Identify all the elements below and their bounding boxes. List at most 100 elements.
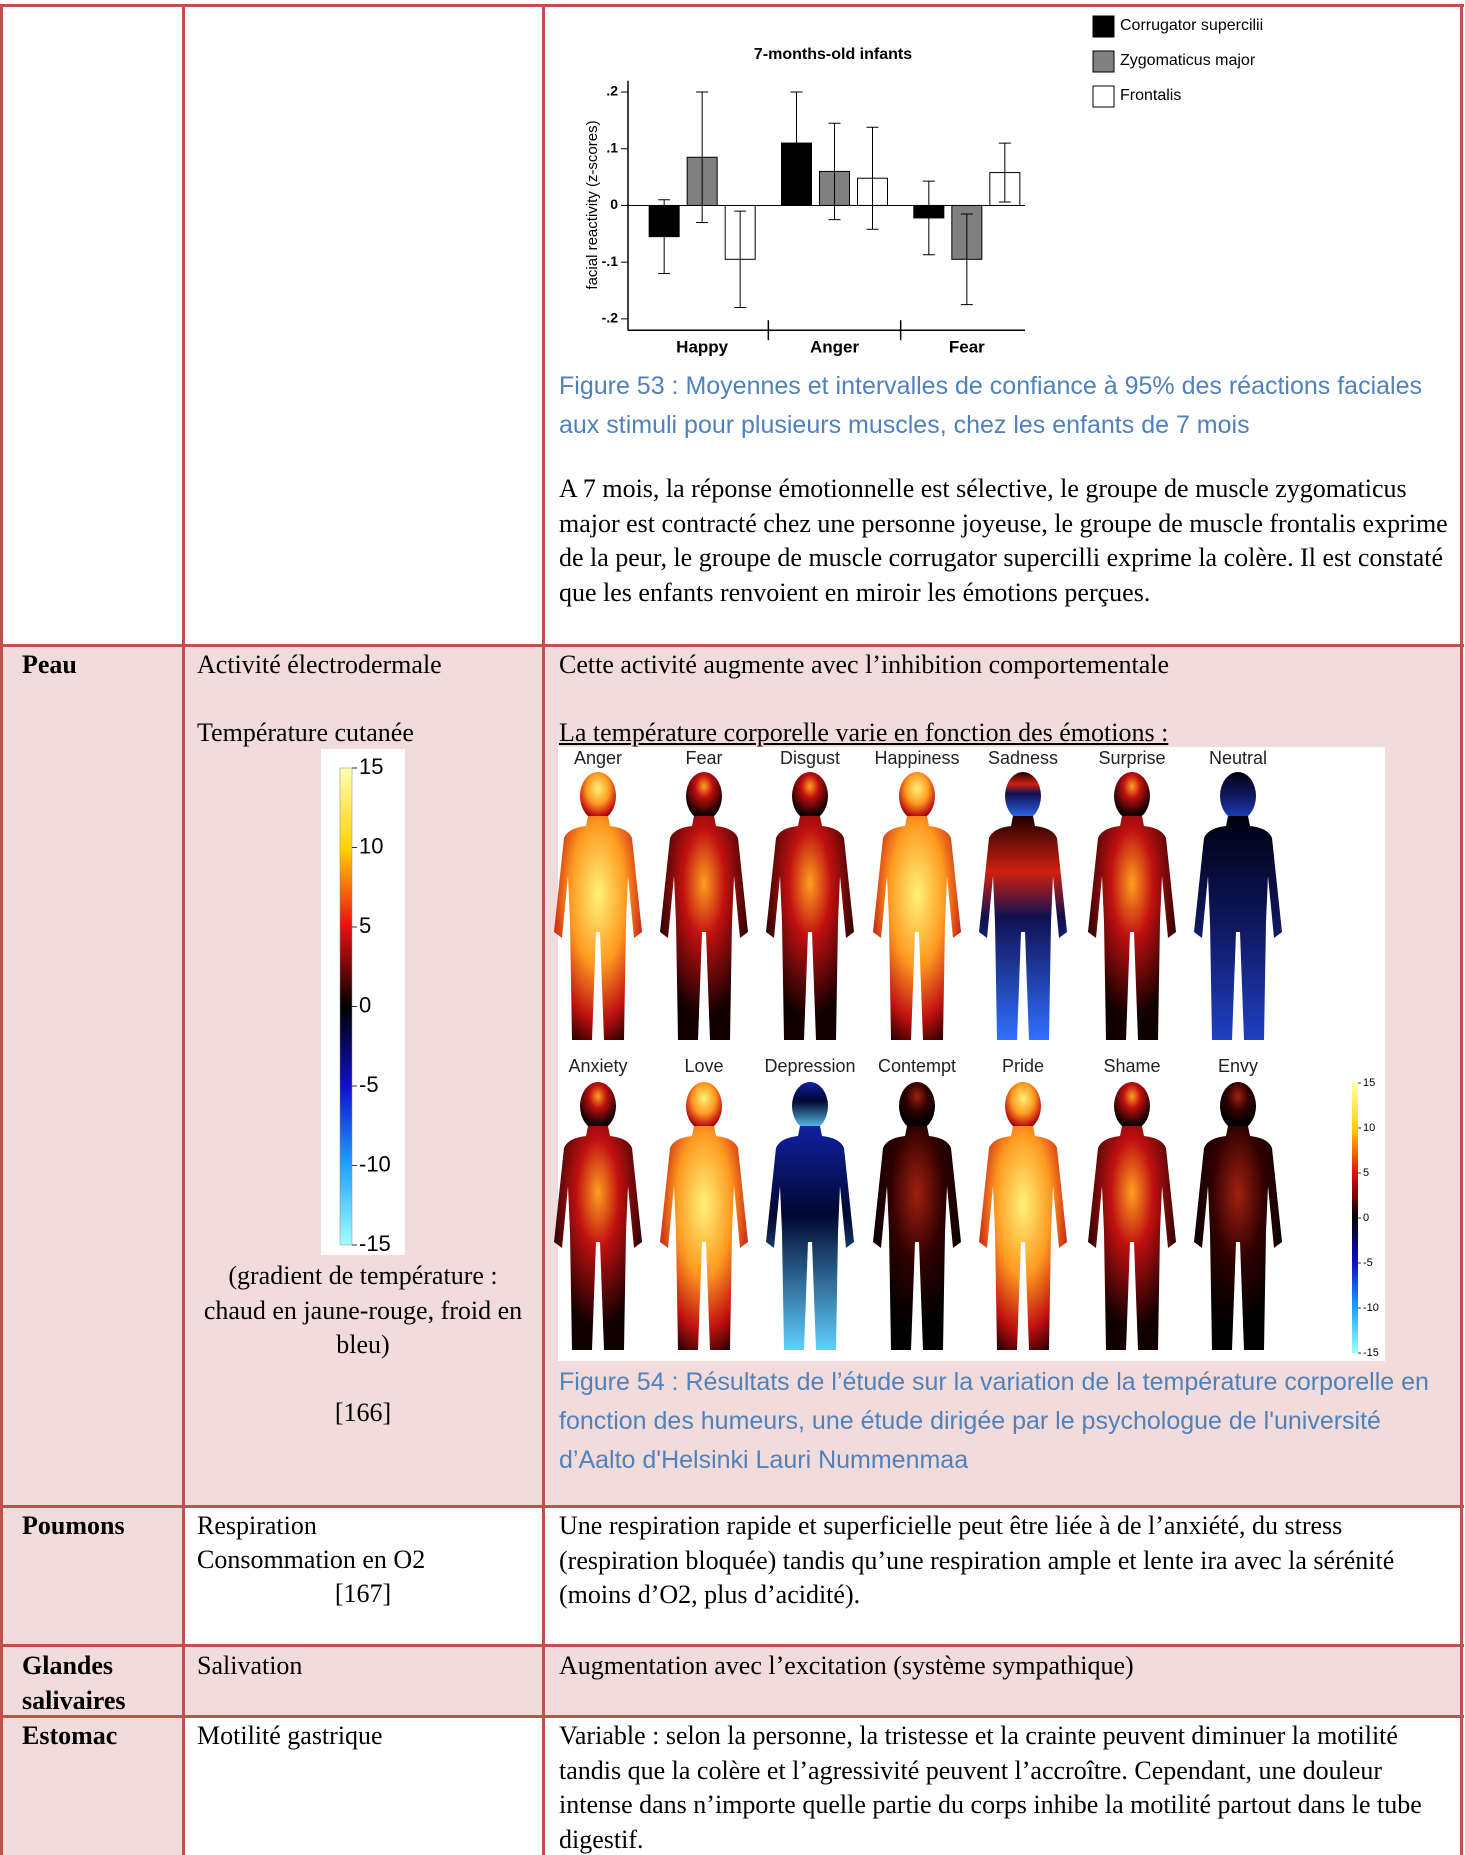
body-head [899, 772, 935, 820]
error-bar [658, 199, 671, 274]
organ: Poumons [22, 1511, 125, 1540]
body-shape [554, 816, 642, 1040]
border [0, 1505, 1464, 1508]
body [660, 772, 748, 1040]
body-shape [766, 1126, 854, 1350]
error-bar [998, 142, 1011, 203]
body-shape [1194, 1126, 1282, 1350]
scale-tick-label: -15 [359, 1231, 391, 1256]
body [873, 772, 961, 1040]
scale-tick-label: 15 [1363, 1077, 1375, 1089]
body-shape [1194, 816, 1282, 1040]
body-shape [554, 1126, 642, 1350]
legend-swatch [1092, 15, 1115, 38]
y-tick-label: -.2 [602, 310, 619, 326]
body-head [580, 772, 616, 820]
scale-tick-label: 15 [359, 754, 383, 779]
body-shape [660, 816, 748, 1040]
body [979, 1082, 1067, 1350]
paragraph: Augmentation avec l’excitation (système … [559, 1651, 1134, 1680]
y-tick-label: .1 [606, 139, 618, 155]
figure-label: Shame [1103, 1056, 1160, 1076]
row-shade [0, 1506, 183, 1855]
error-bar [960, 213, 973, 306]
organ: Estomac [22, 1721, 118, 1750]
border [542, 4, 545, 1855]
body [766, 1082, 854, 1350]
scale-tick-label: -10 [359, 1151, 391, 1176]
figure-label: Pride [1002, 1056, 1044, 1076]
figure-label: Sadness [988, 748, 1058, 768]
body [554, 772, 642, 1040]
body-head [1220, 772, 1256, 820]
scale-tick-label: 5 [1363, 1167, 1369, 1179]
scale-tick-label: 10 [1363, 1122, 1375, 1134]
figure-label: Fear [685, 748, 722, 768]
measure: Salivation [197, 1651, 303, 1680]
error-bar [866, 126, 879, 230]
body-head [1005, 772, 1041, 820]
body [873, 1082, 961, 1350]
body-head [792, 772, 828, 820]
body-head [1114, 772, 1150, 820]
border [182, 4, 185, 1855]
y-tick-label: -.1 [602, 253, 619, 269]
measure: Motilité gastrique [197, 1721, 383, 1750]
legend-swatch [1092, 85, 1115, 108]
error-bar [734, 210, 747, 309]
body-shape [766, 816, 854, 1040]
body-head [686, 1082, 722, 1130]
scale-tick-label: -15 [1363, 1347, 1379, 1359]
scale-tick-label: 0 [1363, 1212, 1369, 1224]
body-head [899, 1082, 935, 1130]
legend-label: Frontalis [1120, 87, 1181, 104]
body-shape [873, 816, 961, 1040]
figure-label: Depression [764, 1056, 855, 1076]
y-axis-label: facial reactivity (z-scores) [584, 120, 601, 289]
scale-tick-label: 5 [359, 913, 371, 938]
figure-label: Anxiety [568, 1056, 627, 1076]
paragraph: La température corporelle varie en fonct… [559, 718, 1169, 747]
x-tick-label: Fear [949, 338, 985, 357]
measure: Température cutanée [197, 718, 414, 747]
body-head [1114, 1082, 1150, 1130]
x-tick-label: Happy [676, 338, 729, 357]
scale-tick-label: -10 [1363, 1302, 1379, 1314]
border [0, 4, 1464, 7]
figure-label: Love [684, 1056, 723, 1076]
figure-label: Happiness [874, 748, 959, 768]
measure: Consommation en O2 [197, 1545, 426, 1574]
y-tick-label: 0 [610, 196, 618, 212]
x-tick-label: Anger [810, 338, 860, 357]
body [1088, 1082, 1176, 1350]
legend-swatch [1092, 50, 1115, 73]
body [1088, 772, 1176, 1040]
error-bar [922, 180, 935, 256]
figure-label: Disgust [780, 748, 840, 768]
border [0, 1644, 1464, 1647]
measure: Respiration [197, 1511, 317, 1540]
figure-label: Neutral [1209, 748, 1267, 768]
body-shape [1088, 1126, 1176, 1350]
error-bar [828, 122, 841, 221]
border [1460, 4, 1463, 1855]
scale-bar [339, 767, 353, 1246]
paragraph: Une respiration rapide et superficielle … [559, 1511, 1395, 1609]
legend-label: Corrugator supercilii [1120, 17, 1263, 34]
caption: Figure 53 : Moyennes et intervalles de c… [559, 372, 1422, 439]
body [554, 1082, 642, 1350]
caption: Figure 54 : Résultats de l’étude sur la … [559, 1368, 1429, 1474]
scale-bar [1352, 1083, 1358, 1353]
body [979, 772, 1067, 1040]
body [1194, 1082, 1282, 1350]
body-head [1220, 1082, 1256, 1130]
body-head [792, 1082, 828, 1130]
figure-label: Contempt [878, 1056, 956, 1076]
paragraph: Variable : selon la personne, la tristes… [559, 1721, 1422, 1854]
figure-label: Surprise [1098, 748, 1165, 768]
body-head [1005, 1082, 1041, 1130]
body-shape [873, 1126, 961, 1350]
note: (gradient de température : chaud en jaun… [203, 1261, 523, 1359]
